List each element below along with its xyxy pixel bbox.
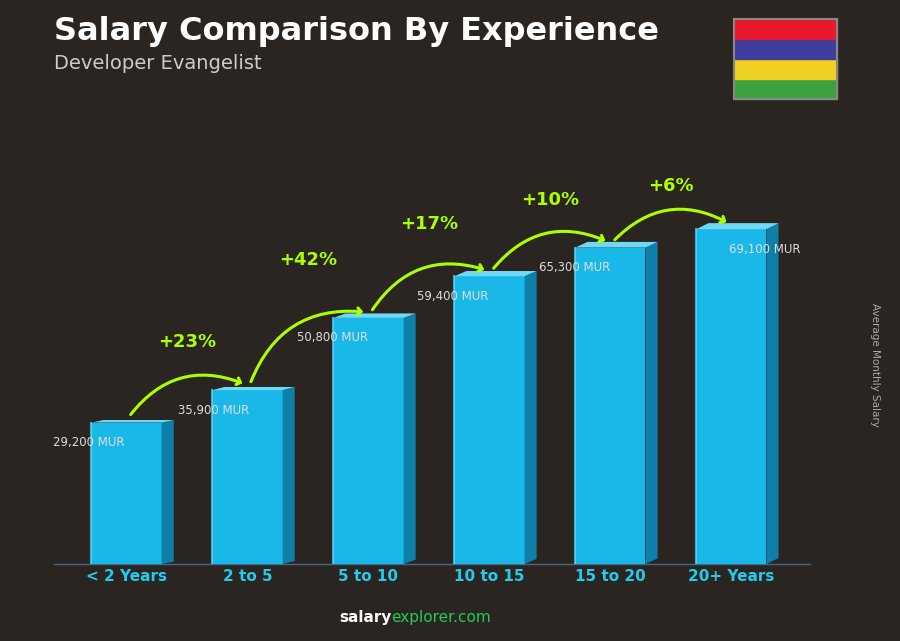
Polygon shape <box>403 313 416 564</box>
Polygon shape <box>92 422 162 564</box>
Bar <box>734 79 837 99</box>
Text: +17%: +17% <box>400 215 458 233</box>
Text: 59,400 MUR: 59,400 MUR <box>418 290 489 303</box>
Bar <box>734 39 837 60</box>
Bar <box>734 19 837 39</box>
Text: Average Monthly Salary: Average Monthly Salary <box>869 303 880 428</box>
Text: 69,100 MUR: 69,100 MUR <box>730 243 801 256</box>
Text: 65,300 MUR: 65,300 MUR <box>538 261 610 274</box>
Polygon shape <box>767 223 778 564</box>
Text: +23%: +23% <box>158 333 216 351</box>
Bar <box>734 60 837 79</box>
Polygon shape <box>212 387 294 390</box>
Polygon shape <box>454 271 536 276</box>
Polygon shape <box>333 318 403 564</box>
Polygon shape <box>162 420 174 564</box>
Polygon shape <box>645 242 658 564</box>
Polygon shape <box>454 276 525 564</box>
Polygon shape <box>212 390 283 564</box>
Text: 35,900 MUR: 35,900 MUR <box>178 404 249 417</box>
Text: salary: salary <box>339 610 392 625</box>
Polygon shape <box>697 229 767 564</box>
Text: 50,800 MUR: 50,800 MUR <box>297 331 368 344</box>
Polygon shape <box>575 242 658 247</box>
Polygon shape <box>92 420 174 422</box>
Text: +6%: +6% <box>648 178 694 196</box>
Text: explorer.com: explorer.com <box>392 610 491 625</box>
Polygon shape <box>575 247 645 564</box>
Text: +42%: +42% <box>279 251 338 269</box>
Text: Developer Evangelist: Developer Evangelist <box>54 54 262 74</box>
Polygon shape <box>525 271 536 564</box>
Polygon shape <box>333 313 416 318</box>
Text: Salary Comparison By Experience: Salary Comparison By Experience <box>54 16 659 47</box>
Text: 29,200 MUR: 29,200 MUR <box>53 436 125 449</box>
Text: +10%: +10% <box>521 191 579 209</box>
Polygon shape <box>697 223 778 229</box>
Polygon shape <box>283 387 294 564</box>
